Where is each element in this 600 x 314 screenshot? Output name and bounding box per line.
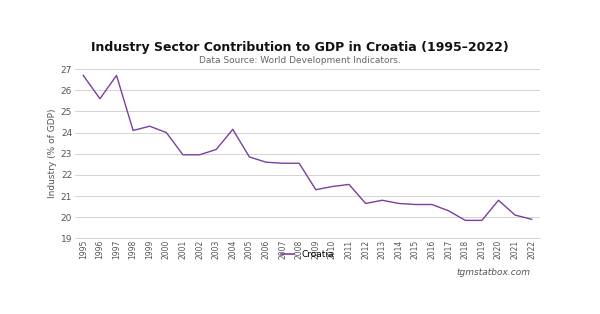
Text: BOX: BOX bbox=[120, 47, 146, 60]
Legend: Croatia: Croatia bbox=[277, 246, 338, 263]
Text: Industry Sector Contribution to GDP in Croatia (1995–2022): Industry Sector Contribution to GDP in C… bbox=[91, 41, 509, 54]
Text: ◈: ◈ bbox=[80, 47, 94, 60]
Text: tgmstatbox.com: tgmstatbox.com bbox=[457, 268, 531, 277]
Y-axis label: Industry (% of GDP): Industry (% of GDP) bbox=[47, 109, 56, 198]
Text: STAT: STAT bbox=[96, 47, 130, 60]
Text: Data Source: World Development Indicators.: Data Source: World Development Indicator… bbox=[199, 56, 401, 65]
